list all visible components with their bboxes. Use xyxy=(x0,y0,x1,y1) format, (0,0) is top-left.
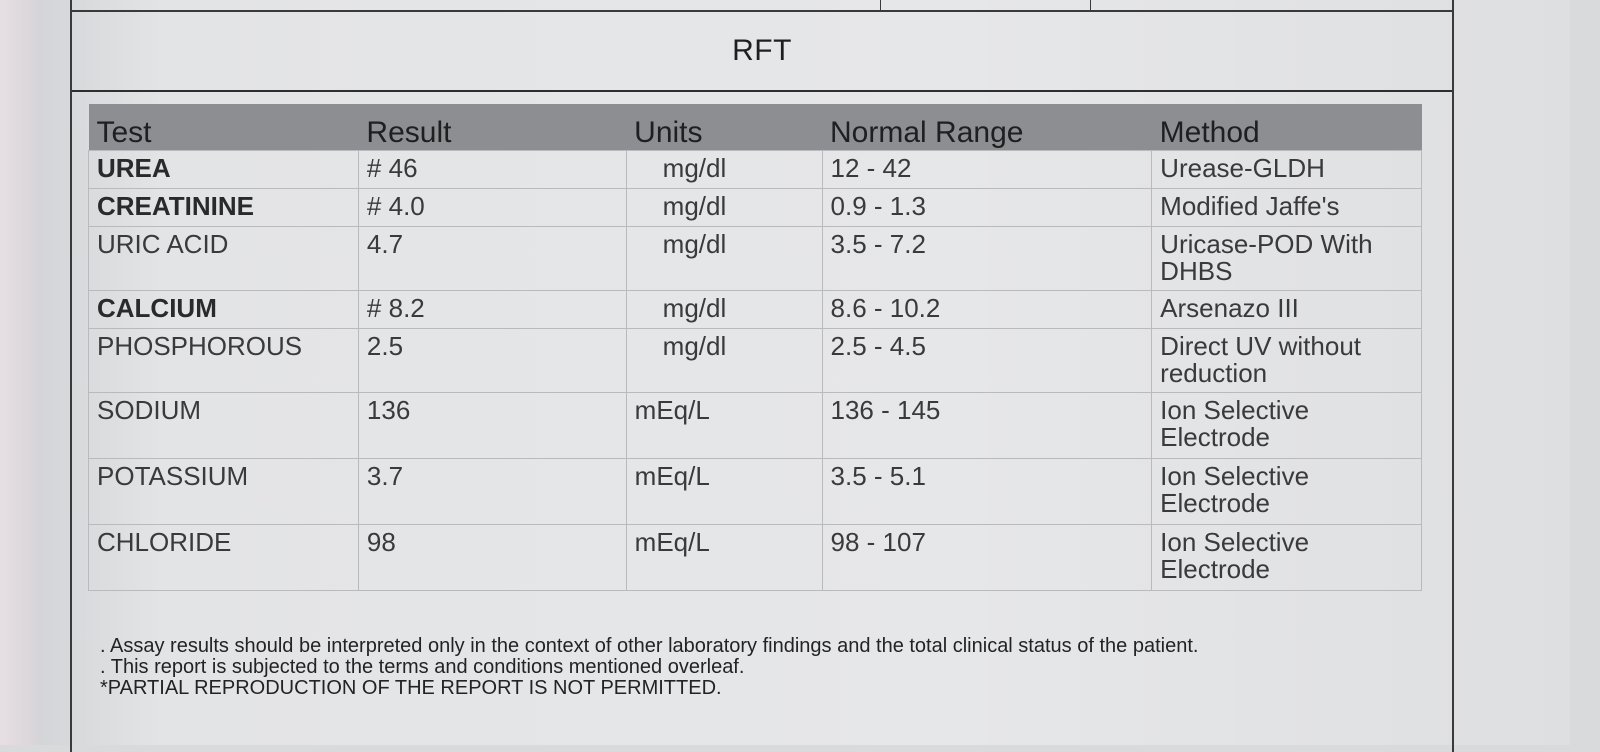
test-result: 3.7 xyxy=(357,458,627,525)
note-reproduction: *PARTIAL REPRODUCTION OF THE REPORT IS N… xyxy=(100,677,722,699)
report-frame: RFT xyxy=(70,12,1454,752)
test-method: Direct UV without reduction xyxy=(1151,328,1422,393)
test-name: PHOSPHOROUS xyxy=(88,328,359,393)
table-row: PHOSPHOROUS 2.5 mg/dl 2.5 - 4.5 Direct U… xyxy=(88,328,1422,393)
test-name: SODIUM xyxy=(88,392,359,459)
test-units: mEq/L xyxy=(625,524,823,591)
test-method: Ion Selective Electrode xyxy=(1151,524,1422,591)
previous-section-border xyxy=(70,0,1454,12)
page-margin xyxy=(0,0,40,745)
test-result: 98 xyxy=(357,524,627,591)
table-header-row: Test Result Units Normal Range Method xyxy=(88,104,1422,151)
table-row: CHLORIDE 98 mEq/L 98 - 107 Ion Selective… xyxy=(88,524,1422,591)
test-method: Arsenazo III xyxy=(1151,290,1422,329)
test-units: mg/dl xyxy=(625,150,823,189)
test-units: mg/dl xyxy=(625,226,823,291)
test-units: mEq/L xyxy=(625,392,823,459)
test-range: 12 - 42 xyxy=(821,150,1153,189)
header-result: Result xyxy=(358,104,627,151)
table-row: URIC ACID 4.7 mg/dl 3.5 - 7.2 Uricase-PO… xyxy=(88,226,1422,291)
column-divider xyxy=(1090,0,1091,10)
header-test: Test xyxy=(88,104,359,151)
section-title: RFT xyxy=(72,12,1452,92)
table-row: POTASSIUM 3.7 mEq/L 3.5 - 5.1 Ion Select… xyxy=(88,458,1422,525)
test-name: CHLORIDE xyxy=(88,524,359,591)
test-name: URIC ACID xyxy=(88,226,359,291)
header-range: Normal Range xyxy=(822,104,1152,151)
test-range: 8.6 - 10.2 xyxy=(821,290,1153,329)
test-range: 136 - 145 xyxy=(821,392,1153,459)
test-result: 4.7 xyxy=(357,226,627,291)
test-name: CREATININE xyxy=(88,188,359,227)
test-units: mg/dl xyxy=(625,290,823,329)
test-name: UREA xyxy=(88,150,359,189)
header-units: Units xyxy=(626,104,823,151)
test-method: Uricase-POD With DHBS xyxy=(1151,226,1422,291)
test-units: mEq/L xyxy=(625,458,823,525)
test-result: # 46 xyxy=(357,150,627,189)
test-units: mg/dl xyxy=(625,328,823,393)
table-row: UREA # 46 mg/dl 12 - 42 Urease-GLDH xyxy=(88,150,1422,189)
table-row: SODIUM 136 mEq/L 136 - 145 Ion Selective… xyxy=(88,392,1422,459)
test-name: POTASSIUM xyxy=(88,458,359,525)
note-interpretation: . Assay results should be interpreted on… xyxy=(100,635,1199,657)
test-name: CALCIUM xyxy=(88,290,359,329)
column-divider xyxy=(880,0,881,10)
test-range: 3.5 - 7.2 xyxy=(821,226,1153,291)
table-row: CREATININE # 4.0 mg/dl 0.9 - 1.3 Modifie… xyxy=(88,188,1422,227)
test-range: 2.5 - 4.5 xyxy=(821,328,1153,393)
test-range: 0.9 - 1.3 xyxy=(821,188,1153,227)
header-method: Method xyxy=(1151,104,1422,151)
results-table: Test Result Units Normal Range Method UR… xyxy=(88,104,1422,591)
test-result: # 4.0 xyxy=(357,188,627,227)
report-notes: . Assay results should be interpreted on… xyxy=(100,636,1198,699)
test-method: Modified Jaffe's xyxy=(1151,188,1422,227)
test-method: Ion Selective Electrode xyxy=(1151,458,1422,525)
test-method: Urease-GLDH xyxy=(1151,150,1422,189)
test-range: 3.5 - 5.1 xyxy=(821,458,1153,525)
test-method: Ion Selective Electrode xyxy=(1151,392,1422,459)
test-result: 136 xyxy=(357,392,627,459)
test-range: 98 - 107 xyxy=(821,524,1153,591)
test-result: # 8.2 xyxy=(357,290,627,329)
note-terms: . This report is subjected to the terms … xyxy=(100,656,745,678)
test-result: 2.5 xyxy=(357,328,627,393)
table-row: CALCIUM # 8.2 mg/dl 8.6 - 10.2 Arsenazo … xyxy=(88,290,1422,329)
test-units: mg/dl xyxy=(625,188,823,227)
